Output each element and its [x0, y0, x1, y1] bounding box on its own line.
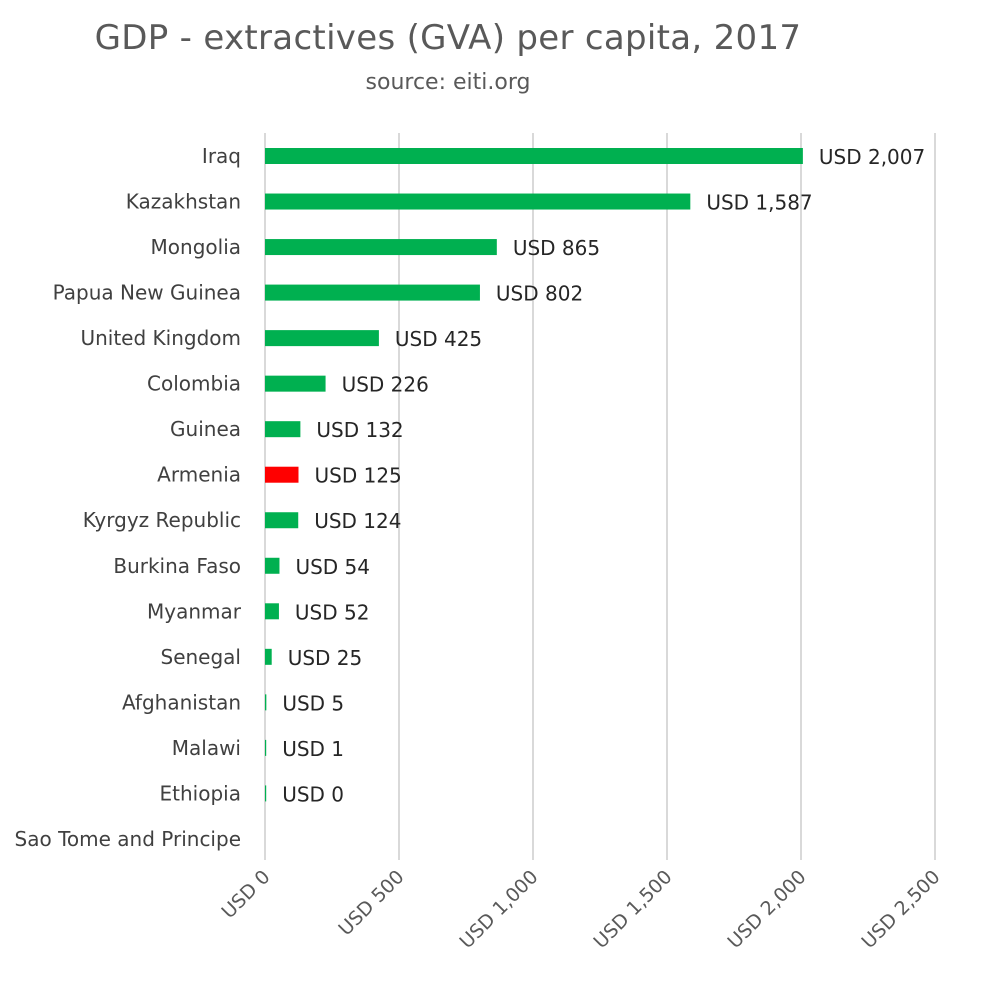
- category-label: Colombia: [147, 372, 241, 396]
- x-tick-label: USD 0: [217, 866, 274, 923]
- bar: [265, 148, 803, 164]
- category-label: Ethiopia: [160, 781, 241, 805]
- chart-subtitle: source: eiti.org: [365, 70, 531, 95]
- category-label: Burkina Faso: [113, 554, 241, 578]
- data-label: USD 124: [314, 509, 401, 533]
- category-label: Armenia: [157, 463, 241, 487]
- category-label: Iraq: [202, 144, 241, 168]
- data-label: USD 5: [282, 691, 344, 715]
- bar: [265, 466, 299, 483]
- data-label: USD 0: [282, 782, 344, 806]
- data-label: USD 1,587: [706, 191, 812, 215]
- data-label: USD 132: [316, 418, 403, 442]
- bar: [265, 284, 480, 301]
- bar: [265, 603, 279, 620]
- category-label: Senegal: [161, 645, 242, 669]
- bar: [265, 557, 280, 574]
- category-label: Papua New Guinea: [53, 281, 241, 305]
- category-label: Afghanistan: [122, 690, 241, 714]
- data-label: USD 425: [395, 327, 482, 351]
- bar: [265, 785, 267, 802]
- category-label: United Kingdom: [80, 326, 241, 350]
- category-label: Kyrgyz Republic: [83, 508, 241, 532]
- data-label: USD 802: [496, 282, 583, 306]
- category-label: Guinea: [170, 417, 241, 441]
- data-label: USD 125: [315, 464, 402, 488]
- data-label: USD 1: [282, 737, 344, 761]
- bar: [265, 648, 272, 665]
- x-tick-label: USD 2,500: [858, 866, 945, 953]
- bar: [265, 193, 691, 210]
- bar: [265, 239, 497, 256]
- data-label: USD 52: [295, 600, 370, 624]
- bar: [265, 739, 267, 756]
- data-label: USD 54: [295, 555, 370, 579]
- bar: [265, 694, 267, 711]
- x-tick-label: USD 1,500: [590, 866, 677, 953]
- bar: [265, 375, 326, 392]
- bar: [265, 330, 379, 347]
- category-label: Mongolia: [151, 235, 241, 259]
- category-label: Myanmar: [147, 599, 242, 623]
- x-tick-label: USD 500: [334, 866, 408, 940]
- data-label: USD 226: [342, 373, 429, 397]
- data-label: USD 25: [288, 646, 363, 670]
- chart-title: GDP - extractives (GVA) per capita, 2017: [94, 18, 802, 58]
- x-tick-label: USD 2,000: [724, 866, 811, 953]
- data-label: USD 2,007: [819, 145, 925, 169]
- data-label: USD 865: [513, 236, 600, 260]
- category-label: Sao Tome and Principe: [15, 827, 241, 851]
- category-label: Kazakhstan: [126, 190, 241, 214]
- x-tick-label: USD 1,000: [456, 866, 543, 953]
- bar: [265, 512, 299, 529]
- bar: [265, 421, 301, 438]
- category-label: Malawi: [172, 736, 241, 760]
